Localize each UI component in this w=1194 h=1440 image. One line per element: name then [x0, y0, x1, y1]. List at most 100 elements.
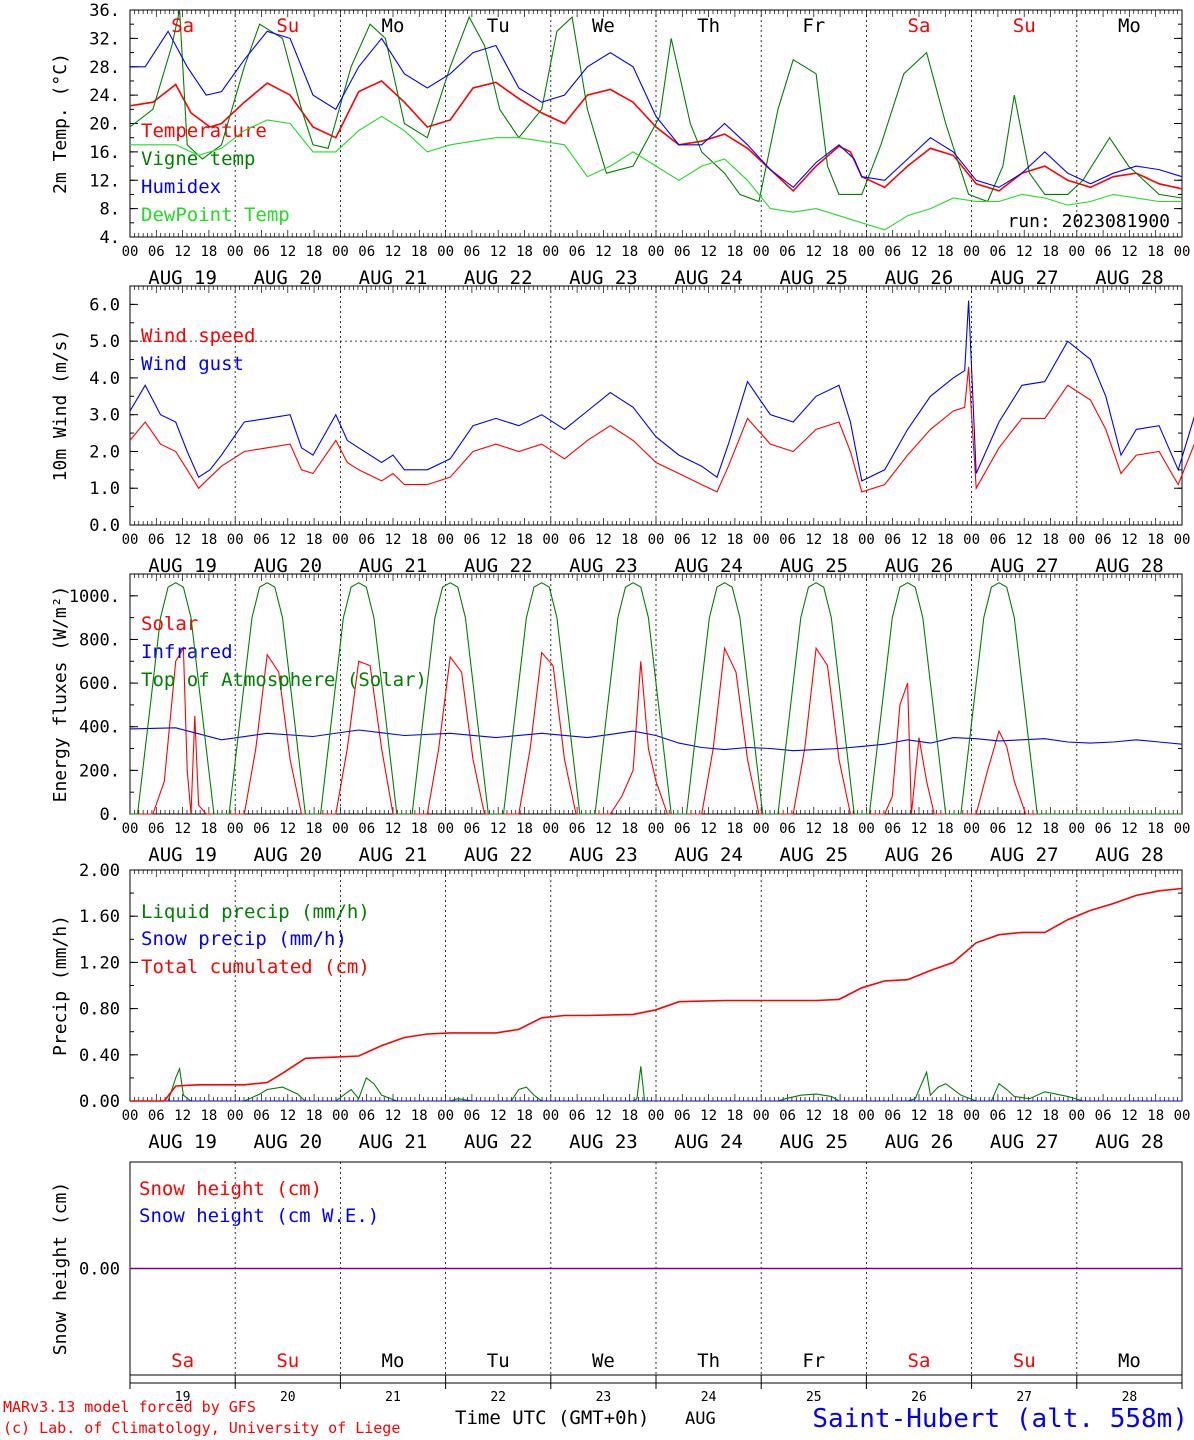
y-tick-label: 0.0: [89, 516, 120, 536]
day-of-week-label: Mo: [382, 15, 405, 37]
x-hour-label: 00: [963, 1108, 980, 1124]
panel-5: 0.00 Snow height (cm) Snow height (cm) Snow…: [50, 1161, 1183, 1405]
x-hour-label: 06: [358, 1108, 375, 1124]
x-hour-label: 00: [122, 1108, 139, 1124]
x-hour-label: 00: [332, 1108, 349, 1124]
x-date-label: AUG 23: [569, 1131, 638, 1153]
y-tick-label: 3.0: [89, 406, 120, 426]
x-hour-label: 00: [1068, 1108, 1085, 1124]
x-hour-label: 18: [621, 1108, 638, 1124]
x-hour-label: 06: [989, 1108, 1006, 1124]
x-hour-label: 18: [306, 821, 323, 837]
day-of-week-label: Th: [697, 1350, 720, 1372]
x-hour-label: 00: [332, 821, 349, 837]
day-number-label: 25: [806, 1390, 822, 1405]
x-hour-label: 18: [1042, 1108, 1059, 1124]
x-hour-label: 00: [542, 821, 559, 837]
x-hour-label: 12: [700, 532, 717, 548]
x-hour-label: 12: [911, 244, 928, 260]
series-line: [129, 79, 1183, 193]
x-hour-label: 00: [227, 1108, 244, 1124]
y-tick-label: 1.60: [79, 907, 120, 927]
y-tick-label: 1.0: [89, 479, 120, 499]
x-hour-label: 18: [726, 821, 743, 837]
y-tick-label: 0.00: [79, 1260, 120, 1280]
x-hour-label: 18: [411, 244, 428, 260]
x-hour-label: 12: [805, 821, 822, 837]
x-hour-label: 06: [884, 532, 901, 548]
day-number-label: 19: [175, 1390, 191, 1405]
hour-ticks: [129, 10, 1183, 237]
y-tick-label: 2.00: [79, 861, 120, 881]
x-hour-label: 12: [385, 1108, 402, 1124]
legend-entry: Snow height (cm): [139, 1178, 322, 1200]
x-hour-label: 06: [358, 821, 375, 837]
x-hour-label: 18: [516, 532, 533, 548]
day-of-week-label: Su: [276, 15, 299, 37]
x-hour-label: 00: [332, 532, 349, 548]
y-axis-label: 2m Temp. (°C): [50, 53, 71, 194]
x-date-label: AUG 24: [674, 1131, 743, 1153]
y-tick-label: 6.0: [89, 295, 120, 315]
x-hour-label: 12: [911, 821, 928, 837]
day-number-label: 28: [1122, 1390, 1138, 1405]
x-hour-label: 18: [726, 532, 743, 548]
series-line: [130, 887, 1183, 1102]
x-date-label: AUG 28: [1095, 555, 1164, 577]
x-hour-label: 06: [1095, 1108, 1112, 1124]
x-hour-label: 06: [253, 1108, 270, 1124]
x-date-label: AUG 28: [1095, 267, 1164, 289]
legend-entry: Wind speed: [141, 325, 255, 347]
day-number-label: 22: [490, 1390, 506, 1405]
day-of-week-label: Su: [1013, 1350, 1036, 1372]
x-hour-label: 18: [1042, 821, 1059, 837]
x-date-label: AUG 27: [990, 1131, 1059, 1153]
x-hour-label: 06: [989, 821, 1006, 837]
x-hour-label: 12: [1121, 532, 1138, 548]
x-date-label: AUG 21: [359, 555, 428, 577]
day-of-week-label: Sa: [908, 1350, 931, 1372]
x-date-label: AUG 20: [253, 844, 322, 866]
x-date-label: AUG 23: [569, 555, 638, 577]
x-hour-label: 12: [911, 532, 928, 548]
station-title: Saint-Hubert (alt. 558m): [812, 1404, 1188, 1434]
x-hour-label: 18: [621, 244, 638, 260]
y-tick-label: 1000.: [69, 587, 120, 607]
x-hour-label: 18: [621, 532, 638, 548]
x-hour-label: 18: [937, 1108, 954, 1124]
x-hour-label: 12: [174, 1108, 191, 1124]
x-hour-label: 06: [779, 244, 796, 260]
y-tick-label: 32.: [89, 29, 120, 49]
x-hour-label: 06: [674, 244, 691, 260]
x-hour-label: 18: [726, 1108, 743, 1124]
y-tick-label: 5.0: [89, 332, 120, 352]
day-of-week-label: Sa: [171, 15, 194, 37]
day-of-week-label: Su: [1013, 15, 1036, 37]
x-hour-label: 06: [884, 244, 901, 260]
y-tick-label: 0.: [100, 805, 120, 825]
series-line: [130, 115, 1182, 231]
x-hour-label: 00: [437, 532, 454, 548]
x-hour-label: 06: [358, 244, 375, 260]
x-hour-label: 00: [963, 532, 980, 548]
x-hour-label: 18: [516, 244, 533, 260]
x-hour-label: 06: [884, 821, 901, 837]
y-tick-label: 400.: [79, 718, 120, 738]
day-of-week-label: Tu: [487, 15, 510, 37]
x-hour-label: 00: [858, 244, 875, 260]
legend-entry: Snow precip (mm/h): [141, 928, 347, 950]
x-hour-label: 00: [858, 1108, 875, 1124]
x-hour-label: 18: [1147, 1108, 1164, 1124]
x-hour-label: 00: [227, 821, 244, 837]
day-number-label: 21: [385, 1390, 401, 1405]
x-date-label: AUG 24: [674, 844, 743, 866]
x-hour-label: 12: [805, 244, 822, 260]
footer-lab-credit: (c) Lab. of Climatology, University of L…: [3, 1419, 400, 1437]
legend-entry: Solar: [141, 613, 198, 635]
x-hour-label: 18: [200, 1108, 217, 1124]
x-hour-label: 00: [1068, 244, 1085, 260]
x-hour-label: 18: [1147, 821, 1164, 837]
x-hour-label: 12: [490, 821, 507, 837]
x-hour-label: 00: [542, 244, 559, 260]
